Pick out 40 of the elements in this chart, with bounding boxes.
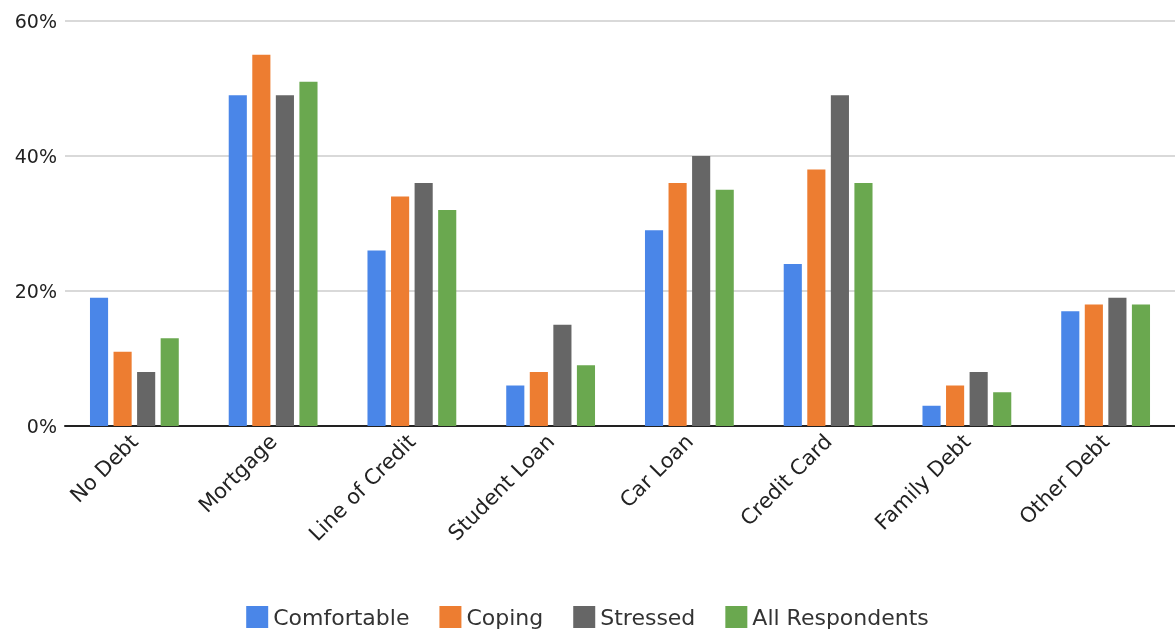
bar — [414, 183, 433, 426]
bar — [668, 183, 687, 426]
y-tick-label: 20% — [14, 280, 57, 302]
bar — [506, 385, 525, 426]
bar — [89, 297, 109, 426]
bar — [553, 324, 572, 426]
bar — [922, 405, 941, 426]
bar — [299, 81, 318, 426]
bar — [275, 95, 294, 426]
legend-label: Stressed — [600, 604, 696, 630]
bar — [576, 365, 596, 426]
bar — [783, 264, 802, 426]
legend-label: Comfortable — [273, 604, 410, 630]
legend-label: All Respondents — [752, 604, 929, 630]
bar — [252, 54, 271, 426]
bar — [993, 392, 1012, 426]
bar — [367, 250, 386, 426]
bar — [807, 169, 826, 426]
bar — [228, 95, 247, 426]
bar — [160, 338, 179, 426]
bar — [529, 372, 548, 426]
bar — [113, 351, 132, 426]
bar — [1084, 304, 1103, 426]
bar — [1108, 297, 1127, 426]
bar — [1061, 311, 1080, 426]
bar — [644, 230, 664, 426]
bar — [946, 385, 965, 426]
bar — [969, 372, 988, 426]
y-tick-label: 40% — [14, 145, 57, 167]
bar — [692, 156, 711, 426]
bar — [391, 196, 410, 426]
bar — [1131, 304, 1151, 426]
y-tick-label: 0% — [26, 415, 57, 437]
legend-label: Coping — [466, 604, 544, 630]
bar — [854, 183, 873, 426]
bar — [137, 372, 156, 426]
bar — [438, 210, 457, 426]
bar — [715, 189, 734, 426]
bar — [830, 95, 849, 426]
y-tick-label: 60% — [14, 10, 57, 32]
